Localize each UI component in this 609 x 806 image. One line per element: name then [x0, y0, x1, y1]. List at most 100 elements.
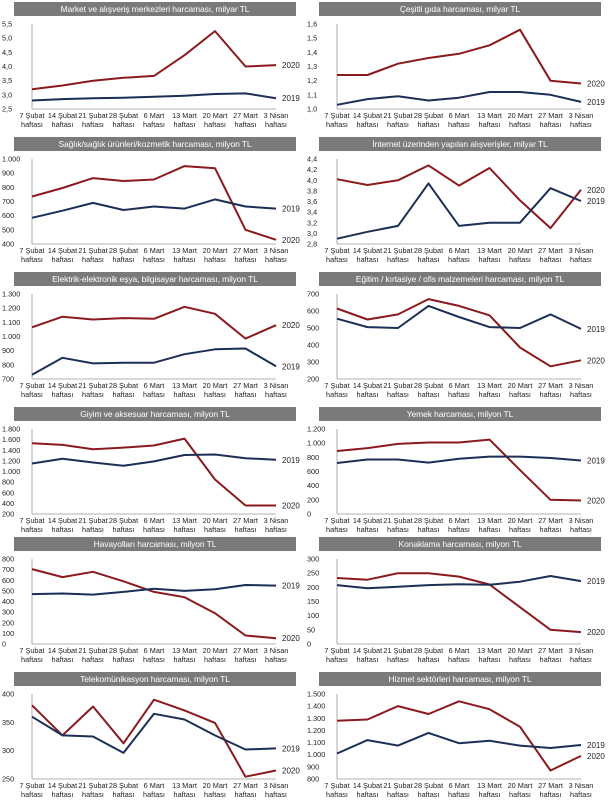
- x-tick-label: 27 Mart haftası: [538, 646, 563, 664]
- y-tick-label: 500: [2, 225, 14, 234]
- x-tick-label: 7 Şubat haftası: [324, 381, 349, 399]
- series-line-2019: [31, 712, 277, 754]
- y-tick-label: 600: [2, 211, 14, 220]
- y-tick-label: 800: [307, 453, 319, 462]
- chart-panel: İnternet üzerinden yapılan alışverişler,…: [305, 135, 605, 269]
- y-tick-label: 1.000: [307, 439, 325, 448]
- y-tick-label: 5,5: [2, 20, 12, 29]
- y-tick-label: 700: [307, 290, 319, 299]
- y-tick-label: 1,2: [307, 76, 317, 85]
- x-tick-label: 7 Şubat haftası: [19, 246, 44, 264]
- x-tick-label: 3 Nisan haftası: [264, 646, 289, 664]
- series-label-2020: 2020: [282, 502, 300, 511]
- y-tick-label: 1.000: [2, 332, 20, 341]
- x-tick-label: 7 Şubat haftası: [19, 781, 44, 799]
- x-tick-label: 7 Şubat haftası: [324, 781, 349, 799]
- x-tick-label: 13 Mart haftası: [477, 646, 502, 664]
- series-label-2019: 2019: [282, 94, 300, 103]
- chart-title: Hizmet sektörleri harcaması, milyon TL: [319, 672, 601, 686]
- y-tick-label: 500: [307, 324, 319, 333]
- chart-title: Çeşitli gıda harcaması, milyar TL: [319, 2, 601, 16]
- series-line-2020: [31, 698, 277, 778]
- x-tick-label: 3 Nisan haftası: [569, 381, 594, 399]
- x-tick-label: 14 Şubat haftası: [48, 781, 77, 799]
- x-tick-label: 20 Mart haftası: [203, 516, 228, 534]
- chart-panel: Hizmet sektörleri harcaması, milyon TL 80…: [305, 670, 605, 804]
- series-label-2020: 2020: [282, 767, 300, 776]
- y-tick-label: 1.800: [2, 425, 20, 434]
- y-tick-label: 800: [2, 478, 14, 487]
- y-tick-label: 800: [2, 555, 14, 564]
- series-line-2020: [336, 438, 582, 502]
- series-line-2020: [31, 437, 276, 507]
- chart-title: Sağlık/sağlık ürünleri/kozmetik harcamas…: [14, 137, 296, 151]
- x-tick-label: 21 Şubat haftası: [78, 516, 107, 534]
- x-tick-label: 6 Mart haftası: [143, 646, 165, 664]
- y-tick-label: 500: [2, 586, 14, 595]
- y-tick-label: 1.400: [2, 446, 20, 455]
- x-tick-label: 27 Mart haftası: [233, 516, 258, 534]
- x-tick-label: 3 Nisan haftası: [569, 516, 594, 534]
- x-tick-label: 6 Mart haftası: [448, 781, 470, 799]
- y-tick-label: 100: [2, 629, 14, 638]
- x-tick-label: 20 Mart haftası: [508, 381, 533, 399]
- x-tick-label: 28 Şubat haftası: [109, 381, 138, 399]
- x-tick-label: 20 Mart haftası: [203, 781, 228, 799]
- chart-title: Havayolları harcaması, milyon TL: [14, 537, 296, 551]
- x-tick-label: 3 Nisan haftası: [264, 781, 289, 799]
- x-tick-label: 14 Şubat haftası: [353, 516, 382, 534]
- x-tick-label: 6 Mart haftası: [143, 781, 165, 799]
- series-label-2020: 2020: [282, 61, 300, 70]
- x-tick-label: 20 Mart haftası: [508, 246, 533, 264]
- y-tick-label: 1.200: [2, 456, 20, 465]
- x-tick-label: 7 Şubat haftası: [324, 646, 349, 664]
- y-tick-label: 800: [2, 360, 14, 369]
- y-tick-label: 100: [307, 611, 319, 620]
- y-tick-label: 600: [2, 488, 14, 497]
- x-tick-label: 21 Şubat haftası: [78, 111, 107, 129]
- series-line-2020: [31, 30, 277, 91]
- x-tick-label: 3 Nisan haftası: [569, 646, 594, 664]
- x-tick-label: 28 Şubat haftası: [109, 646, 138, 664]
- x-tick-label: 3 Nisan haftası: [569, 246, 594, 264]
- series-line-2020: [31, 568, 277, 640]
- chart-panel: Giyim ve aksesuar harcaması, milyon TL 20…: [0, 405, 300, 539]
- y-tick-label: 300: [307, 358, 319, 367]
- y-tick-label: 400: [307, 481, 319, 490]
- y-tick-label: 0: [307, 510, 311, 519]
- y-tick-label: 150: [307, 597, 319, 606]
- series-label-2019: 2019: [587, 577, 605, 586]
- chart-panel: Market ve alışveriş merkezleri harcaması…: [0, 0, 300, 134]
- x-tick-label: 6 Mart haftası: [143, 516, 165, 534]
- x-tick-label: 27 Mart haftası: [538, 246, 563, 264]
- chart-panel: Yemek harcaması, milyon TL 0 200 400 600 800 1…: [305, 405, 605, 539]
- series-label-2020: 2020: [587, 628, 605, 637]
- y-tick-label: 300: [2, 746, 14, 755]
- series-label-2019: 2019: [282, 582, 300, 591]
- x-tick-label: 7 Şubat haftası: [19, 646, 44, 664]
- y-tick-label: 2,8: [307, 240, 317, 249]
- series-label-2020: 2020: [282, 321, 300, 330]
- series-line-2020: [336, 164, 582, 230]
- y-tick-label: 1.400: [307, 702, 325, 711]
- series-line-2019: [336, 731, 582, 755]
- x-tick-label: 6 Mart haftası: [143, 111, 165, 129]
- y-tick-label: 1.000: [2, 155, 20, 164]
- y-tick-label: 800: [2, 183, 14, 192]
- y-tick-label: 1,3: [307, 62, 317, 71]
- y-tick-label: 1.000: [2, 467, 20, 476]
- y-tick-label: 1.200: [307, 425, 325, 434]
- y-tick-label: 1.300: [307, 714, 325, 723]
- y-tick-label: 200: [307, 583, 319, 592]
- series-label-2019: 2019: [282, 205, 300, 214]
- y-tick-label: 1,4: [307, 48, 317, 57]
- y-tick-label: 1.200: [307, 726, 325, 735]
- x-tick-label: 27 Mart haftası: [538, 516, 563, 534]
- x-tick-label: 14 Şubat haftası: [48, 646, 77, 664]
- y-tick-label: 3,8: [307, 186, 317, 195]
